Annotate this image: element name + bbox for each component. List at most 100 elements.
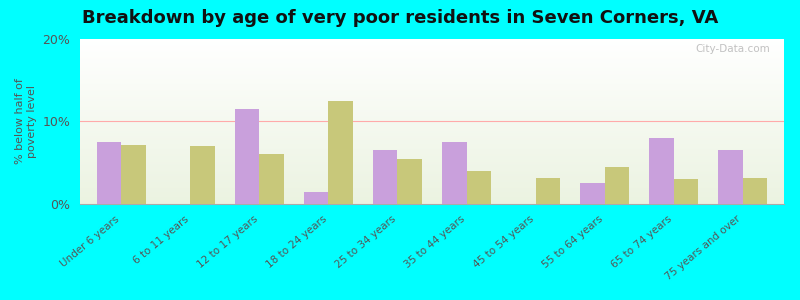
Bar	[80, 103, 784, 104]
Bar	[304, 192, 329, 204]
Bar	[80, 42, 784, 43]
Bar	[80, 101, 784, 102]
Bar	[80, 198, 784, 199]
Bar	[80, 65, 784, 66]
Bar	[80, 177, 784, 178]
Bar	[80, 165, 784, 166]
Bar	[650, 138, 674, 204]
Bar	[80, 92, 784, 93]
Bar	[329, 101, 353, 204]
Bar	[80, 122, 784, 123]
Bar	[80, 161, 784, 162]
Bar	[80, 76, 784, 77]
Bar	[80, 78, 784, 79]
Bar	[80, 56, 784, 57]
Bar	[742, 178, 766, 204]
Bar	[259, 154, 284, 204]
Bar	[80, 195, 784, 196]
Bar	[80, 116, 784, 117]
Bar	[80, 135, 784, 136]
Bar	[235, 109, 259, 204]
Bar	[80, 109, 784, 110]
Bar	[80, 187, 784, 188]
Bar	[374, 150, 398, 204]
Bar	[80, 188, 784, 189]
Bar	[80, 50, 784, 51]
Bar	[80, 90, 784, 91]
Bar	[80, 62, 784, 63]
Bar	[122, 145, 146, 204]
Bar	[535, 178, 560, 204]
Bar	[80, 45, 784, 46]
Bar	[80, 182, 784, 183]
Bar	[80, 113, 784, 114]
Bar	[80, 134, 784, 135]
Bar	[80, 128, 784, 129]
Bar	[80, 186, 784, 187]
Bar	[80, 61, 784, 62]
Bar	[80, 39, 784, 40]
Bar	[80, 201, 784, 202]
Bar	[80, 77, 784, 78]
Bar	[80, 53, 784, 54]
Bar	[80, 132, 784, 133]
Bar	[80, 110, 784, 111]
Legend: Seven Corners, Virginia: Seven Corners, Virginia	[317, 296, 547, 300]
Bar	[80, 121, 784, 122]
Bar	[80, 102, 784, 103]
Bar	[80, 183, 784, 184]
Bar	[80, 68, 784, 69]
Bar	[80, 118, 784, 119]
Bar	[80, 67, 784, 68]
Bar	[674, 179, 698, 204]
Bar	[80, 123, 784, 124]
Bar	[98, 142, 122, 204]
Bar	[80, 97, 784, 98]
Bar	[80, 145, 784, 146]
Bar	[80, 41, 784, 42]
Bar	[80, 60, 784, 61]
Bar	[80, 81, 784, 82]
Bar	[80, 87, 784, 88]
Bar	[80, 146, 784, 147]
Bar	[80, 194, 784, 195]
Bar	[398, 159, 422, 204]
Bar	[80, 63, 784, 64]
Bar	[80, 179, 784, 180]
Bar	[80, 86, 784, 87]
Bar	[80, 164, 784, 165]
Bar	[80, 108, 784, 109]
Bar	[80, 149, 784, 150]
Bar	[80, 91, 784, 92]
Bar	[80, 66, 784, 67]
Bar	[80, 107, 784, 108]
Bar	[80, 49, 784, 50]
Bar	[80, 69, 784, 70]
Bar	[80, 197, 784, 198]
Bar	[80, 170, 784, 171]
Bar	[80, 115, 784, 116]
Bar	[80, 125, 784, 126]
Bar	[80, 88, 784, 89]
Bar	[80, 141, 784, 142]
Bar	[80, 127, 784, 128]
Bar	[80, 74, 784, 75]
Bar	[80, 191, 784, 192]
Bar	[80, 58, 784, 59]
Bar	[80, 43, 784, 44]
Bar	[80, 79, 784, 80]
Bar	[80, 124, 784, 125]
Bar	[80, 137, 784, 138]
Bar	[80, 75, 784, 76]
Bar	[80, 98, 784, 99]
Bar	[190, 146, 214, 204]
Bar	[80, 46, 784, 47]
Text: City-Data.com: City-Data.com	[695, 44, 770, 54]
Bar	[80, 89, 784, 90]
Bar	[80, 172, 784, 173]
Bar	[80, 163, 784, 164]
Text: Breakdown by age of very poor residents in Seven Corners, VA: Breakdown by age of very poor residents …	[82, 9, 718, 27]
Bar	[80, 40, 784, 41]
Bar	[80, 82, 784, 83]
Bar	[80, 192, 784, 193]
